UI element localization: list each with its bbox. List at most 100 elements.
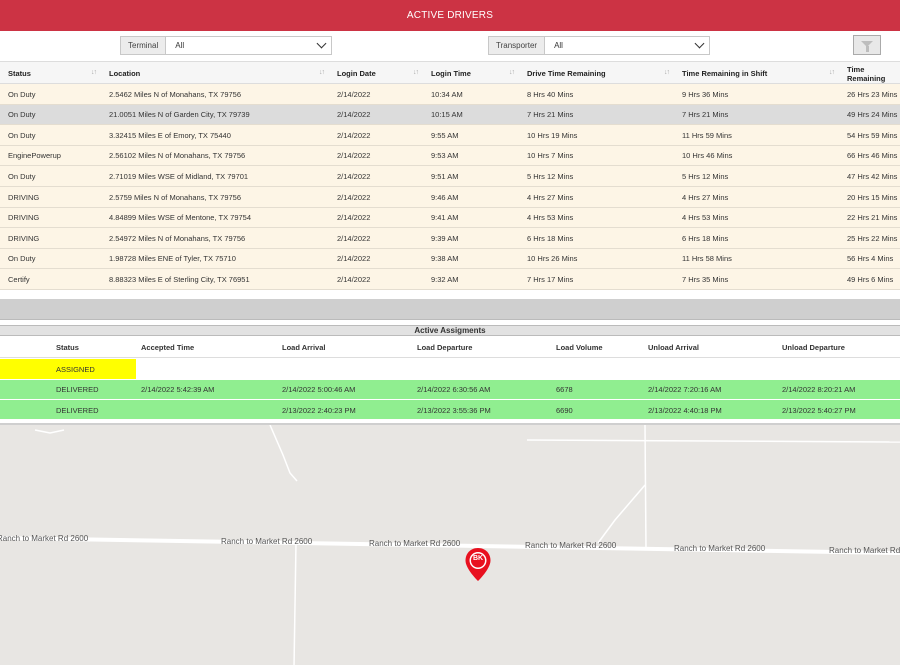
cell-login-time: 9:55 AM [431,130,459,140]
cell-drive-time: 4 Hrs 53 Mins [527,213,574,223]
cell-drive-time: 10 Hrs 19 Mins [527,130,578,140]
horizontal-scrollbar[interactable] [0,299,900,319]
column-header-unload-arrival: Unload Arrival [648,342,699,352]
cell-login-time: 10:34 AM [431,89,463,99]
table-row[interactable]: DRIVING 2.54972 Miles N of Monahans, TX 7… [0,228,900,249]
table-row[interactable]: On Duty 1.98728 Miles ENE of Tyler, TX 75… [0,248,900,270]
cell-shift-time: 4 Hrs 27 Mins [682,192,729,202]
cell-location: 2.54972 Miles N of Monahans, TX 79756 [109,233,246,243]
cell-location: 2.71019 Miles WSE of Midland, TX 79701 [109,171,249,181]
table-row[interactable]: DRIVING 4.84899 Miles WSE of Mentone, TX … [0,207,900,229]
table-row[interactable]: On Duty 2.71019 Miles WSE of Midland, TX … [0,166,900,187]
cell-login-time: 10:15 AM [431,110,463,120]
column-header-login-time[interactable]: Login Time [431,69,471,78]
road-label: Ranch to Market Rd 2600 [369,539,461,548]
cell-login-date: 2/14/2022 [337,130,371,140]
column-header-location[interactable]: Location [109,69,141,78]
column-header-login-date[interactable]: Login Date [337,69,376,78]
sort-icon[interactable]: ↓↑ [413,69,419,76]
cell-drive-time: 6 Hrs 18 Mins [527,233,574,243]
cell-login-date: 2/14/2022 [337,192,371,202]
table-row[interactable]: DRIVING 2.5759 Miles N of Monahans, TX 79… [0,187,900,208]
transporter-select[interactable]: All [545,37,709,54]
cell-drive-time: 5 Hrs 12 Mins [527,171,574,181]
column-header-shift-time[interactable]: Time Remaining in Shift [682,69,768,78]
cell-status: DRIVING [8,233,40,243]
column-header-status[interactable]: Status [8,69,31,78]
sort-icon[interactable]: ↓↑ [319,69,325,76]
cell-login-date: 2/14/2022 [337,110,371,120]
cell-drive-time: 8 Hrs 40 Mins [527,89,574,99]
drivers-table: Status ↓↑ Location ↓↑ Login Date ↓↑ Logi… [0,61,900,299]
chevron-down-icon [694,38,705,49]
cell-load-departure: 2/13/2022 3:55:36 PM [417,405,491,415]
road-label: Ranch to Market Rd 2600 [0,534,89,543]
cell-time-remaining: 47 Hrs 42 Mins [847,171,898,181]
sort-icon[interactable]: ↓↑ [829,69,835,76]
column-header-drive-time[interactable]: Drive Time Remaining [527,69,606,78]
cell-shift-time: 7 Hrs 35 Mins [682,274,729,284]
table-row[interactable]: EnginePowerup 2.56102 Miles N of Monahans… [0,145,900,167]
column-header-load-volume: Load Volume [556,342,603,352]
map-marker[interactable]: BK [464,547,492,583]
cell-unload-arrival: 2/14/2022 7:20:16 AM [648,385,722,394]
cell-login-date: 2/14/2022 [337,254,371,264]
cell-shift-time: 4 Hrs 53 Mins [682,213,729,223]
terminal-value: All [175,41,185,50]
filter-button[interactable] [853,35,881,55]
sort-icon[interactable]: ↓↑ [664,69,670,76]
assigned-highlight [0,359,136,379]
road-label: Ranch to Market Rd 2600 [525,541,617,550]
cell-time-remaining: 26 Hrs 23 Mins [847,89,898,99]
cell-time-remaining: 49 Hrs 6 Mins [847,274,894,284]
table-row[interactable]: On Duty 21.0051 Miles N of Garden City, T… [0,104,900,126]
cell-load-arrival: 2/13/2022 2:40:23 PM [282,405,356,415]
cell-drive-time: 10 Hrs 7 Mins [527,151,574,161]
map-view[interactable]: Ranch to Market Rd 2600 Ranch to Market … [0,423,900,665]
cell-status: On Duty [8,89,36,99]
cell-unload-departure: 2/14/2022 8:20:21 AM [782,385,856,394]
cell-login-date: 2/14/2022 [337,213,371,223]
sort-icon[interactable]: ↓↑ [509,69,515,76]
cell-time-remaining: 25 Hrs 22 Mins [847,233,898,243]
table-row[interactable]: Certify 8.88323 Miles E of Sterling City,… [0,269,900,290]
cell-status: On Duty [8,130,36,140]
cell-location: 2.5462 Miles N of Monahans, TX 79756 [109,89,242,99]
assignments-header: Status Accepted Time Load Arrival Load D… [0,336,900,358]
cell-status: On Duty [8,171,36,181]
cell-unload-arrival: 2/13/2022 4:40:18 PM [648,405,722,415]
table-row[interactable]: On Duty 3.32415 Miles E of Emory, TX 7544… [0,125,900,146]
column-header-time-remaining[interactable]: Time Remaining [847,64,886,83]
terminal-filter[interactable]: Terminal All [120,36,332,55]
cell-status: DELIVERED [56,405,99,415]
terminal-select[interactable]: All [166,37,331,54]
cell-status: DRIVING [8,213,40,223]
cell-shift-time: 10 Hrs 46 Mins [682,151,733,161]
cell-shift-time: 6 Hrs 18 Mins [682,233,729,243]
cell-login-time: 9:41 AM [431,213,459,223]
column-header-status: Status [56,342,79,352]
sort-icon[interactable]: ↓↑ [91,69,97,76]
terminal-label: Terminal [121,37,167,54]
splitter[interactable] [0,319,900,324]
page-header: ACTIVE DRIVERS [0,0,900,31]
cell-location: 1.98728 Miles ENE of Tyler, TX 75710 [109,254,236,264]
cell-login-date: 2/14/2022 [337,89,371,99]
assignment-row[interactable]: DELIVERED 2/14/2022 5:42:39 AM 2/14/2022 5… [0,379,900,400]
funnel-icon [861,40,873,52]
road-label: Ranch to Market Rd 2600 [829,546,900,555]
cell-shift-time: 11 Hrs 59 Mins [682,130,732,140]
column-header-load-departure: Load Departure [417,342,473,352]
cell-login-time: 9:38 AM [431,254,459,264]
transporter-filter[interactable]: Transporter All [488,36,710,55]
cell-load-arrival: 2/14/2022 5:00:46 AM [282,385,356,394]
cell-login-date: 2/14/2022 [337,233,371,243]
cell-login-time: 9:51 AM [431,171,459,181]
cell-drive-time: 7 Hrs 17 Mins [527,274,574,284]
cell-time-remaining: 66 Hrs 46 Mins [847,151,898,161]
table-row[interactable]: On Duty 2.5462 Miles N of Monahans, TX 79… [0,84,900,105]
assignment-row[interactable]: ASSIGNED [0,359,900,379]
cell-unload-departure: 2/13/2022 5:40:27 PM [782,405,856,415]
assignment-row[interactable]: DELIVERED 2/13/2022 2:40:23 PM 2/13/2022 3… [0,400,900,420]
cell-shift-time: 7 Hrs 21 Mins [682,110,729,120]
